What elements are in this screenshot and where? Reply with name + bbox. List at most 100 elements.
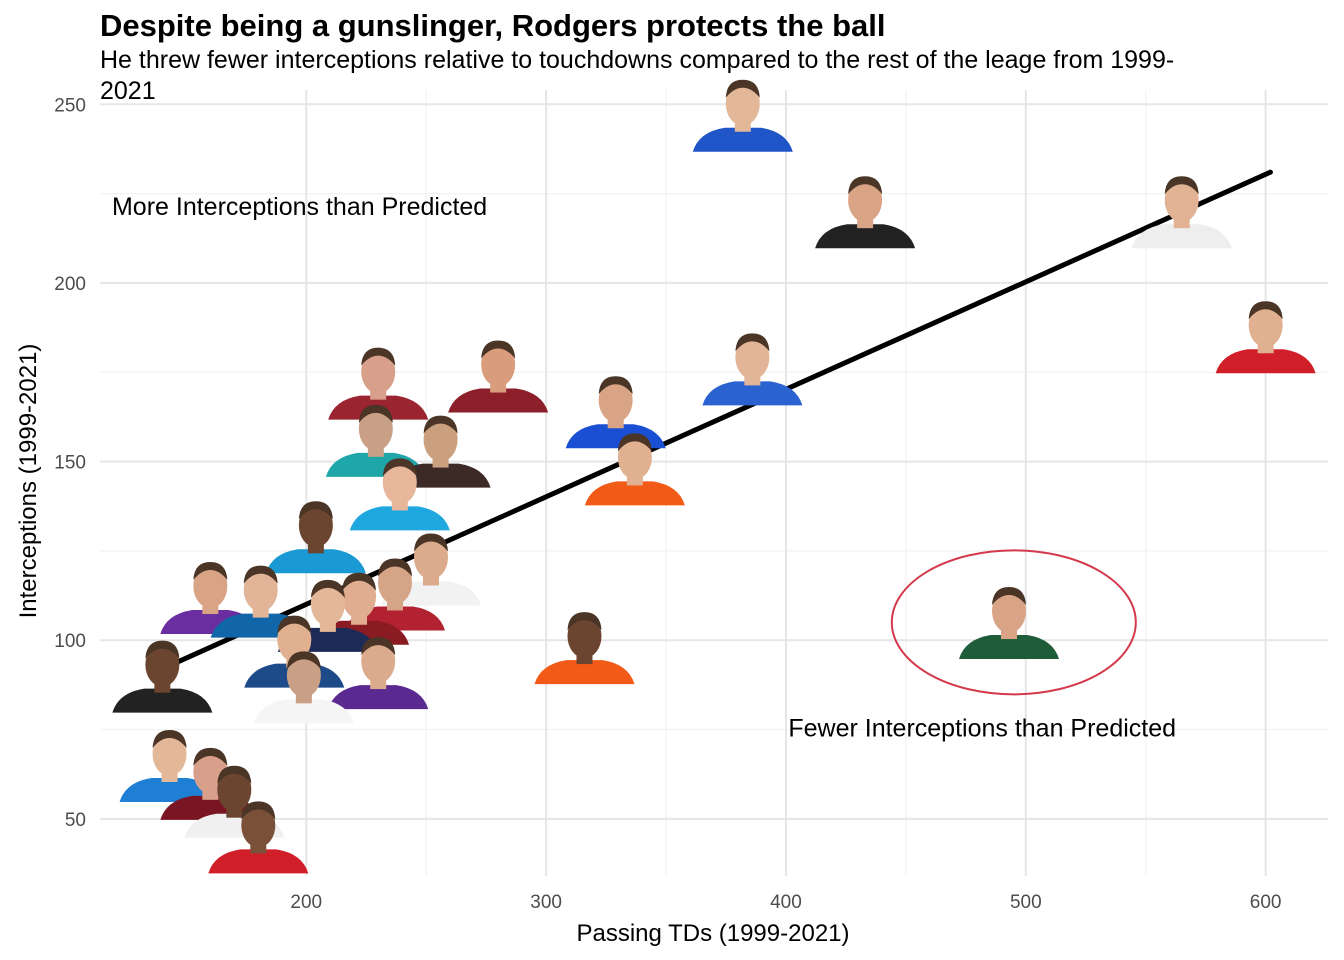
highlight-ellipse	[890, 549, 1137, 696]
player-jersey	[1215, 349, 1316, 374]
player-head	[361, 639, 396, 684]
x-tick-label: 300	[530, 892, 562, 913]
player-headshot-point	[584, 433, 685, 506]
player-headshot-point	[534, 612, 635, 685]
player-jersey	[534, 660, 635, 685]
player-headshot-point	[328, 347, 429, 420]
player-hair	[481, 340, 516, 359]
player-head	[358, 406, 393, 451]
y-tick-label: 250	[54, 95, 86, 116]
chart-title: Despite being a gunslinger, Rodgers prot…	[100, 8, 886, 43]
player-hair	[241, 801, 276, 820]
player-hair	[848, 176, 883, 195]
player-head	[481, 342, 516, 387]
player-head	[277, 617, 312, 662]
player-headshot-point	[328, 637, 429, 710]
player-headshot-point	[349, 458, 450, 531]
player-headshot-point	[448, 340, 549, 413]
player-hair	[286, 651, 321, 670]
player-hair	[310, 579, 345, 598]
player-hair	[145, 640, 180, 659]
player-head	[342, 574, 377, 619]
player-hair	[358, 404, 393, 423]
x-axis-title: Passing TDs (1999-2021)	[576, 920, 849, 947]
player-hair	[378, 558, 413, 577]
x-tick-label: 600	[1250, 892, 1282, 913]
player-hair	[193, 747, 228, 766]
player-headshot-point	[265, 501, 366, 574]
player-hair	[217, 765, 252, 784]
player-hair	[725, 79, 760, 98]
player-jersey	[349, 506, 450, 531]
player-hair	[423, 415, 458, 434]
chart-subtitle: He threw fewer interceptions relative to…	[100, 46, 1175, 105]
tick-layer: 200 300 400 500 600 50 100 150 200 250	[54, 95, 1281, 913]
annotation-label: More Interceptions than Predicted	[112, 193, 487, 221]
player-jersey	[1131, 224, 1232, 249]
player-head	[145, 642, 180, 687]
player-head	[243, 567, 278, 612]
player-head	[378, 560, 413, 605]
player-head	[725, 81, 760, 126]
player-jersey	[208, 849, 309, 874]
player-head	[152, 731, 187, 776]
annotation-label: Fewer Interceptions than Predicted	[788, 715, 1176, 743]
player-hair	[1248, 301, 1283, 320]
player-jersey	[702, 381, 803, 406]
player-headshot-point	[815, 176, 916, 249]
x-tick-label: 400	[770, 892, 802, 913]
player-head	[735, 335, 770, 380]
annotation-layer: More Interceptions than Predicted Fewer I…	[112, 193, 1176, 743]
player-head	[382, 460, 417, 505]
y-axis-title: Interceptions (1999-2021)	[15, 344, 42, 619]
player-jersey	[584, 481, 685, 506]
x-tick-label: 200	[290, 892, 322, 913]
player-jersey	[265, 549, 366, 574]
player-hair	[193, 562, 228, 581]
player-headshot-point	[702, 333, 803, 406]
player-head	[241, 803, 276, 848]
player-hair	[277, 615, 312, 634]
y-tick-label: 150	[54, 453, 86, 474]
player-headshot-point	[959, 587, 1060, 660]
player-jersey	[448, 388, 549, 413]
x-tick-label: 500	[1010, 892, 1042, 913]
player-jersey	[815, 224, 916, 249]
player-head	[361, 349, 396, 394]
player-head	[193, 564, 228, 609]
player-head	[217, 767, 252, 812]
player-head	[1248, 303, 1283, 348]
player-hair	[1164, 176, 1199, 195]
player-jersey	[112, 688, 213, 713]
grid-layer	[100, 90, 1328, 876]
y-tick-label: 100	[54, 631, 86, 652]
y-tick-label: 200	[54, 274, 86, 295]
player-hair	[735, 333, 770, 352]
player-hair	[617, 433, 652, 452]
player-hair	[152, 729, 187, 748]
player-head	[567, 614, 602, 659]
player-headshot-point	[1131, 176, 1232, 249]
player-head	[286, 653, 321, 698]
player-hair	[567, 612, 602, 631]
player-head	[617, 435, 652, 480]
player-headshot-point	[1215, 301, 1316, 374]
player-headshot-point	[253, 651, 354, 724]
player-jersey	[959, 635, 1060, 660]
points-layer	[112, 79, 1316, 874]
player-headshot-point	[112, 640, 213, 713]
player-head	[992, 589, 1027, 634]
player-hair	[361, 637, 396, 656]
y-tick-label: 50	[65, 810, 86, 831]
player-headshot-point	[565, 376, 666, 449]
player-head	[848, 178, 883, 223]
player-hair	[243, 565, 278, 584]
player-hair	[598, 376, 633, 395]
player-hair	[298, 501, 333, 520]
player-hair	[382, 458, 417, 477]
player-hair	[413, 533, 448, 552]
player-head	[423, 417, 458, 462]
player-head	[413, 535, 448, 580]
player-headshot-point	[692, 79, 793, 152]
